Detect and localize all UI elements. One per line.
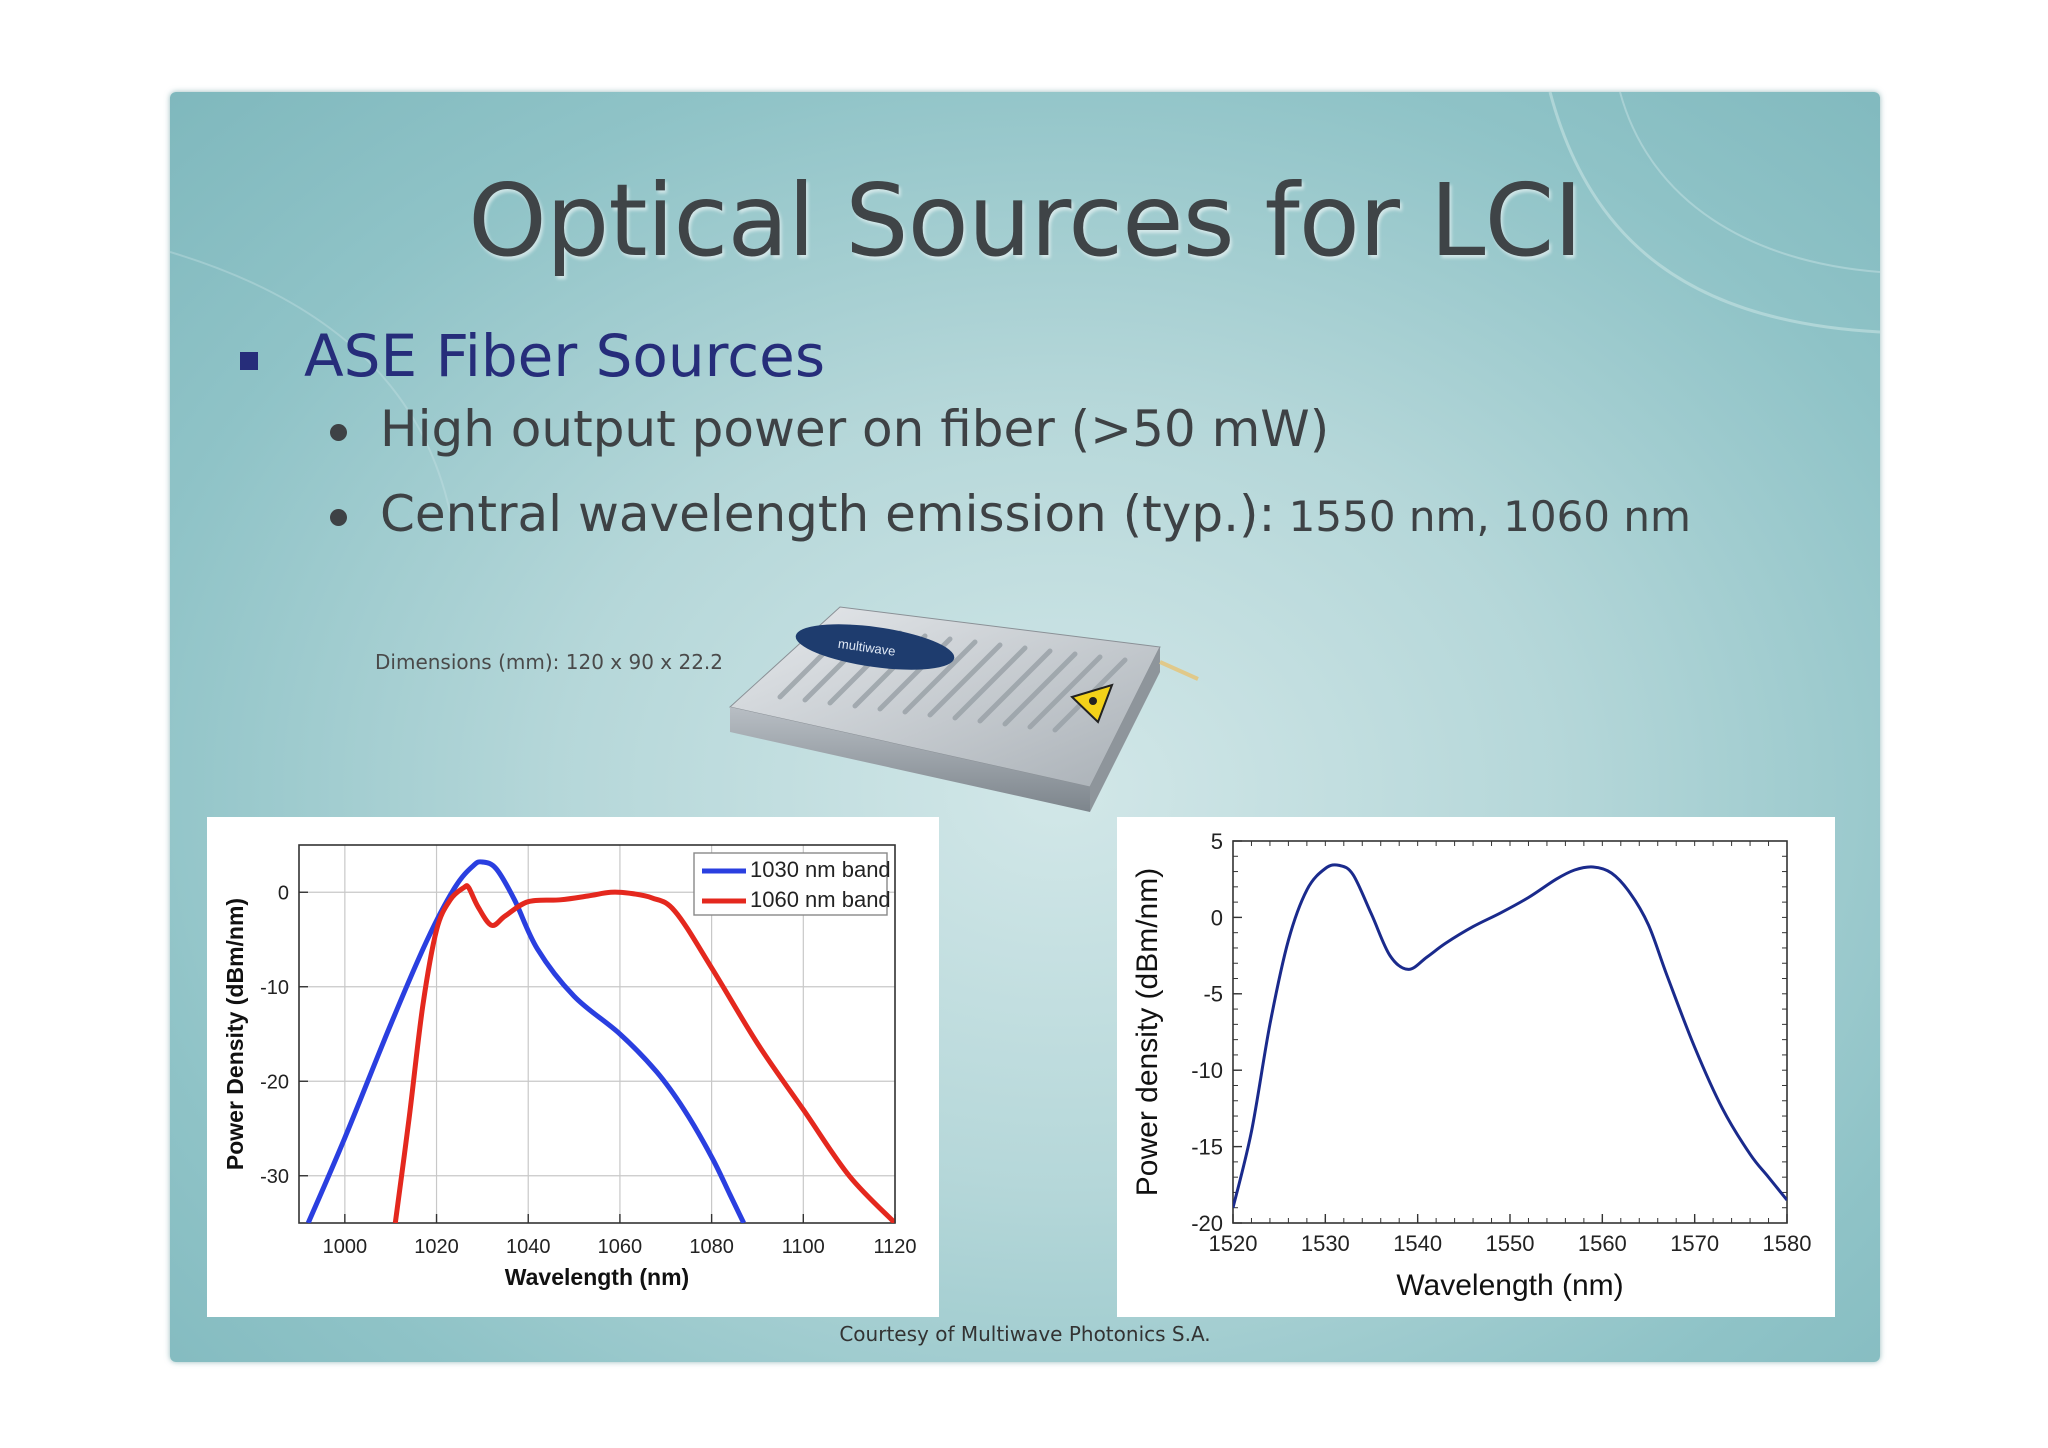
y-axis-label: Power density (dBm/nm) bbox=[1131, 868, 1164, 1196]
series-group bbox=[1233, 863, 1787, 1209]
x-tick-label: 1080 bbox=[689, 1236, 734, 1258]
chart-right: 1520 1530 1540 1550 1560 1570 1580 5 0 -5 -10 -15 -2… bbox=[1131, 829, 1812, 1302]
x-tick-label: 1540 bbox=[1393, 1231, 1442, 1256]
legend-label-1: 1030 nm band bbox=[750, 857, 891, 882]
x-tick-label: 1580 bbox=[1763, 1231, 1812, 1256]
series-group bbox=[305, 859, 895, 1223]
x-tick-label: 1520 bbox=[1209, 1231, 1258, 1256]
legend-label-2: 1060 nm band bbox=[750, 887, 891, 912]
slide-decoration bbox=[170, 92, 1880, 513]
bullet-text: ASE Fiber Sources bbox=[304, 322, 826, 390]
round-bullet-icon bbox=[330, 509, 347, 526]
y-tick-label: -5 bbox=[1203, 982, 1223, 1007]
sub-bullet-text: High output power on fiber (>50 mW) bbox=[380, 400, 1330, 458]
plot-frame bbox=[298, 844, 896, 1224]
series-line-2 bbox=[392, 883, 895, 1223]
y-tick-label: -15 bbox=[1191, 1135, 1223, 1160]
x-tick-label: 1570 bbox=[1670, 1231, 1719, 1256]
x-tick-label: 1060 bbox=[598, 1236, 643, 1258]
y-tick-label: -20 bbox=[260, 1071, 289, 1093]
chart-panel-left: 1000 1020 1040 1060 1080 1100 1120 0 -10 -20 -30 Wa… bbox=[207, 817, 939, 1317]
plot-frame bbox=[1232, 840, 1788, 1224]
y-tick-label: 0 bbox=[1211, 905, 1223, 930]
y-axis-label: Power Density (dBm/nm) bbox=[222, 898, 248, 1170]
y-tick-label: 5 bbox=[1211, 829, 1223, 854]
x-axis-label: Wavelength (nm) bbox=[1396, 1269, 1623, 1302]
square-bullet-icon bbox=[240, 352, 258, 370]
y-tick-label: -10 bbox=[260, 977, 289, 999]
y-tick-label: -10 bbox=[1191, 1058, 1223, 1083]
courtesy-note: Courtesy of Multiwave Photonics S.A. bbox=[839, 1322, 1211, 1346]
x-tick-label: 1100 bbox=[782, 1236, 825, 1258]
sub-bullet-text: Central wavelength emission (typ.): 1550… bbox=[380, 485, 1691, 543]
y-tick-label: -20 bbox=[1191, 1211, 1223, 1236]
chart-left: 1000 1020 1040 1060 1080 1100 1120 0 -10 -20 -30 Wa… bbox=[222, 844, 917, 1290]
y-tick-label: -30 bbox=[260, 1166, 289, 1188]
x-tick-label: 1040 bbox=[506, 1236, 551, 1258]
series-line-1 bbox=[1233, 863, 1787, 1209]
x-tick-label: 1560 bbox=[1578, 1231, 1627, 1256]
laser-warning-icon bbox=[1070, 683, 1114, 724]
x-axis-label: Wavelength (nm) bbox=[505, 1264, 689, 1290]
x-tick-label: 1530 bbox=[1301, 1231, 1350, 1256]
round-bullet-icon bbox=[330, 424, 347, 441]
slide: Optical Sources for LCI ASE Fiber Source… bbox=[170, 92, 1880, 1362]
device-dimensions: Dimensions (mm): 120 x 90 x 22.2 bbox=[375, 650, 724, 674]
x-tick-label: 1000 bbox=[323, 1236, 368, 1258]
ase-source-device-image: multiwave bbox=[728, 606, 1199, 812]
x-tick-label: 1020 bbox=[414, 1236, 459, 1258]
slide-title: Optical Sources for LCI bbox=[468, 162, 1583, 279]
series-line-1 bbox=[305, 859, 746, 1223]
chart-panel-right: 1520 1530 1540 1550 1560 1570 1580 5 0 -5 -10 -15 -2… bbox=[1117, 817, 1835, 1317]
sub-bullet-values: 1550 nm, 1060 nm bbox=[1275, 492, 1691, 541]
legend-box bbox=[693, 852, 888, 916]
x-tick-label: 1550 bbox=[1486, 1231, 1535, 1256]
x-tick-label: 1120 bbox=[873, 1236, 916, 1258]
y-tick-label: 0 bbox=[278, 882, 289, 904]
sub-bullet-main: Central wavelength emission (typ.): bbox=[380, 485, 1276, 543]
